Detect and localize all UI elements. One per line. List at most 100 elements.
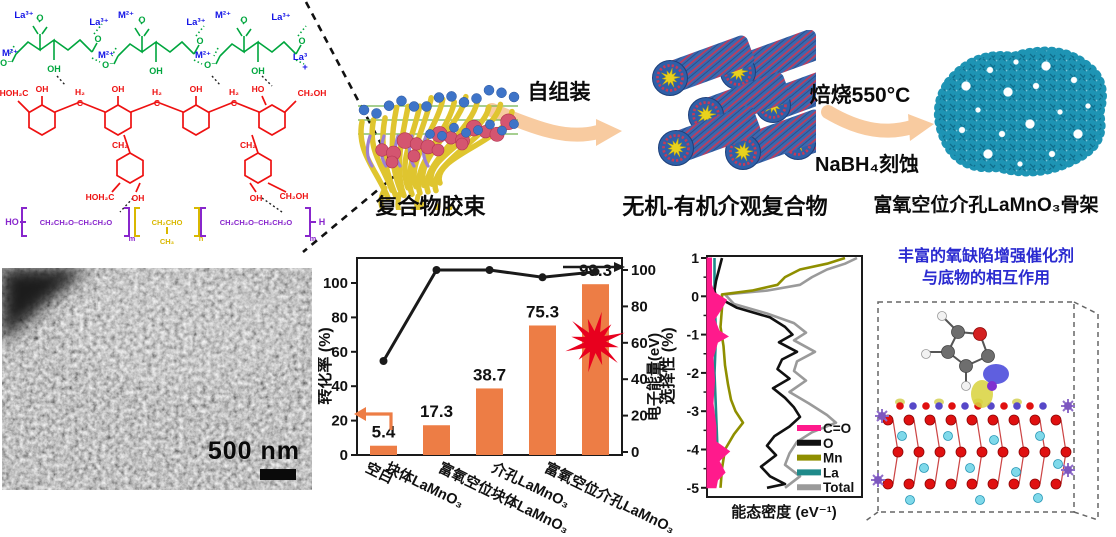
svg-text:La³⁺: La³⁺ xyxy=(271,12,290,23)
oxygen-vacancy-pore xyxy=(986,66,994,74)
dft-caption-line2: 与底物的相互作用 xyxy=(921,269,1050,287)
svg-text:CH₂: CH₂ xyxy=(112,140,128,150)
micelle-rod xyxy=(652,35,755,96)
svg-text:100: 100 xyxy=(323,275,348,292)
svg-text:M²⁺: M²⁺ xyxy=(118,10,134,21)
svg-text:O⁻: O⁻ xyxy=(204,60,216,70)
p123-formula: HO CH₂CH₂O–CH₂CH₂O m CH₂CHO n CH₃ CH₂CH₂… xyxy=(5,207,326,246)
svg-text:O: O xyxy=(94,34,101,44)
svg-text:CH₂: CH₂ xyxy=(240,140,256,150)
svg-text:80: 80 xyxy=(631,298,648,315)
svg-text:40: 40 xyxy=(631,371,648,388)
svg-text:O⁻: O⁻ xyxy=(0,58,12,68)
svg-text:Mn: Mn xyxy=(823,451,843,466)
resol-labels: OH OH OH HO H₂ H₂ H₂ C C C HOH₂C CH₂OH C… xyxy=(0,84,326,203)
svg-text:+: + xyxy=(302,62,308,73)
sem-scale-label: 500 nm xyxy=(207,437,300,465)
svg-text:O: O xyxy=(823,436,834,451)
svg-text:La³⁺: La³⁺ xyxy=(14,10,33,21)
svg-text:O: O xyxy=(196,36,203,46)
sem-dark-corner xyxy=(2,268,88,342)
sem-texture xyxy=(2,268,312,490)
svg-text:O: O xyxy=(138,15,145,25)
dft-caption: 丰富的氧缺陷增强催化剂 与底物的相互作用 xyxy=(860,246,1112,289)
svg-text:O⁻: O⁻ xyxy=(102,60,114,70)
svg-text:H₂: H₂ xyxy=(75,87,85,97)
oxygen-vacancy-pore xyxy=(975,107,981,113)
svg-text:OH: OH xyxy=(251,66,265,76)
composite-micelle-graphic xyxy=(358,84,520,210)
svg-text:m: m xyxy=(129,234,136,243)
oxygen-vacancy-pore xyxy=(1057,109,1063,115)
svg-text:OH: OH xyxy=(47,64,61,74)
svg-text:能态密度 (eV⁻¹): 能态密度 (eV⁻¹) xyxy=(731,503,836,521)
etching-label: NaBH₄刻蚀 xyxy=(815,154,919,176)
svg-text:20: 20 xyxy=(331,413,348,430)
oxygen-vacancy-pore xyxy=(983,149,993,159)
svg-text:100: 100 xyxy=(631,262,656,279)
svg-text:OH: OH xyxy=(149,66,163,76)
oxygen-vacancy-pore xyxy=(1073,129,1083,139)
svg-text:75.3: 75.3 xyxy=(526,302,559,321)
oxygen-vacancy-pore xyxy=(1017,161,1023,167)
svg-text:La: La xyxy=(823,465,839,480)
svg-text:H: H xyxy=(319,217,326,227)
oxygen-vacancy-pore xyxy=(958,126,966,134)
framework-label: 富氧空位介孔LaMnO₃骨架 xyxy=(873,195,1099,216)
svg-text:OH: OH xyxy=(250,193,263,203)
svg-text:20: 20 xyxy=(631,408,648,425)
svg-text:Total: Total xyxy=(823,480,854,495)
self-assembly-label: 自组装 xyxy=(527,81,591,104)
sem-image: 500 nm xyxy=(2,268,312,490)
svg-text:O: O xyxy=(298,36,305,46)
svg-text:OH: OH xyxy=(36,84,49,94)
mesostructured-composite-graphic xyxy=(652,30,816,170)
svg-text:60: 60 xyxy=(631,335,648,352)
calcination-label: 焙烧550°C xyxy=(809,84,911,107)
oxygen-vacancy-pore xyxy=(998,130,1006,138)
svg-text:80: 80 xyxy=(331,309,348,326)
svg-text:电子能量(eV): 电子能量(eV) xyxy=(645,333,663,421)
svg-text:HO: HO xyxy=(252,84,265,94)
svg-text:m: m xyxy=(310,234,317,243)
micelle-rod xyxy=(658,105,761,166)
svg-text:0: 0 xyxy=(340,447,348,464)
composite-label: 无机-有机介观复合物 xyxy=(622,194,828,219)
citrate-atom-labels: O O O O⁻ O⁻ O⁻ O O O OH OH OH xyxy=(0,13,305,76)
citrate-units xyxy=(9,15,307,65)
svg-text:La³⁺: La³⁺ xyxy=(186,17,205,28)
svg-text:CH₂CH₂O–CH₂CH₂O: CH₂CH₂O–CH₂CH₂O xyxy=(220,218,293,227)
svg-text:O: O xyxy=(240,15,247,25)
oxygen-vacancy-pore xyxy=(1013,59,1019,65)
dft-caption-line1: 丰富的氧缺陷增强催化剂 xyxy=(897,248,1074,265)
svg-text:-5: -5 xyxy=(687,480,700,496)
svg-text:HOH₂C: HOH₂C xyxy=(0,88,28,98)
highlight-starburst xyxy=(565,311,625,373)
svg-text:M²⁺: M²⁺ xyxy=(215,10,231,21)
micelle-label: 复合物胶束 xyxy=(375,194,486,219)
svg-text:-4: -4 xyxy=(687,442,700,458)
oxygen-vacancy-pore xyxy=(1048,150,1056,158)
svg-text:CH₂CH₂O–CH₂CH₂O: CH₂CH₂O–CH₂CH₂O xyxy=(40,218,113,227)
svg-text:CH₂OH: CH₂OH xyxy=(280,191,309,201)
sem-scale-bar xyxy=(260,469,296,480)
svg-text:H₂: H₂ xyxy=(152,87,162,97)
svg-text:M²⁺: M²⁺ xyxy=(98,50,114,61)
svg-text:HO: HO xyxy=(5,217,19,227)
svg-text:CH₃: CH₃ xyxy=(160,237,175,246)
svg-text:M²⁺: M²⁺ xyxy=(2,48,18,59)
svg-text:0: 0 xyxy=(631,444,639,461)
polymer-metal-complex-structure: O O O O⁻ O⁻ O⁻ O O O OH OH OH La³⁺ La³⁺ M²⁺ La³⁺… xyxy=(0,10,326,246)
svg-text:-1: -1 xyxy=(687,327,700,343)
svg-text:-3: -3 xyxy=(687,403,700,419)
dft-lattice xyxy=(871,398,1075,505)
svg-text:O: O xyxy=(36,13,43,23)
svg-text:C: C xyxy=(154,98,160,108)
svg-text:1: 1 xyxy=(691,251,699,266)
svg-text:La³: La³ xyxy=(293,52,307,63)
dft-adsorption-model xyxy=(863,301,1099,523)
svg-text:n: n xyxy=(199,234,204,243)
svg-text:OH: OH xyxy=(190,84,203,94)
